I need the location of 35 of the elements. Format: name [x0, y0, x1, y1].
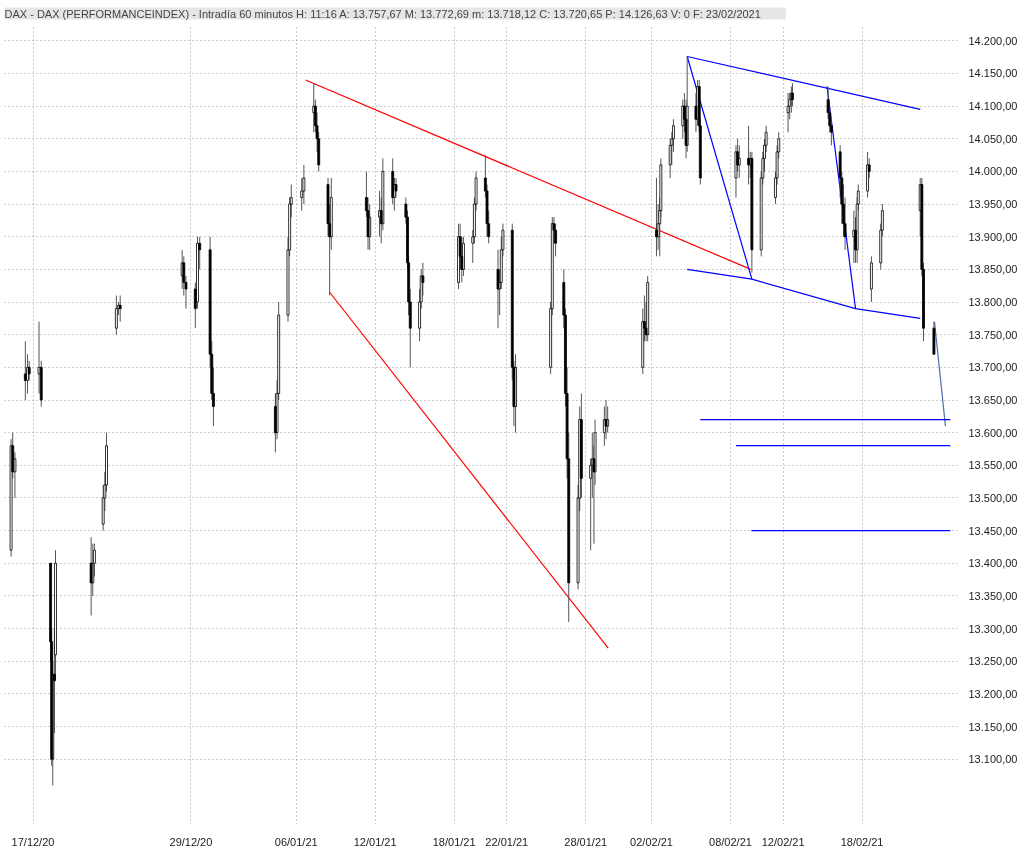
y-tick-label: 14.050,00 [968, 132, 1018, 145]
y-tick-label: 13.800,00 [968, 296, 1018, 309]
x-tick-label: 08/02/21 [709, 835, 752, 848]
y-tick-label: 13.700,00 [968, 361, 1018, 374]
y-tick-label: 13.650,00 [968, 394, 1018, 407]
y-tick-label: 13.150,00 [968, 720, 1018, 733]
x-tick-label: 18/01/21 [432, 835, 476, 848]
y-tick-label: 13.900,00 [968, 230, 1018, 243]
x-tick-label: 18/02/21 [840, 835, 884, 848]
chart-title: DAX - DAX (PERFORMANCEINDEX) - Intradía 60 minutos H: 11:16 A: 13.757,67 M: 13.772,69 m: 13.718,12 C: 13.720,65 P: 14.126,63 V: 0 F: 23/02/2021 [4, 7, 761, 20]
y-tick-label: 14.100,00 [968, 100, 1018, 113]
y-tick-label: 14.000,00 [968, 165, 1018, 178]
y-tick-label: 13.550,00 [968, 459, 1018, 472]
y-tick-label: 13.850,00 [968, 263, 1018, 276]
y-tick-label: 13.300,00 [968, 622, 1018, 635]
x-tick-label: 12/02/21 [761, 835, 805, 848]
y-tick-label: 13.750,00 [968, 328, 1018, 341]
y-tick-label: 13.200,00 [968, 687, 1018, 700]
y-tick-label: 14.150,00 [968, 67, 1018, 80]
x-tick-label: 28/01/21 [564, 835, 608, 848]
y-tick-label: 13.400,00 [968, 557, 1018, 570]
y-tick-label: 13.450,00 [968, 524, 1018, 537]
y-tick-label: 13.600,00 [968, 426, 1018, 439]
x-tick-label: 17/12/20 [11, 835, 55, 848]
y-tick-label: 14.200,00 [968, 34, 1018, 47]
y-tick-label: 13.950,00 [968, 198, 1018, 211]
x-tick-label: 22/01/21 [485, 835, 529, 848]
y-tick-label: 13.250,00 [968, 655, 1018, 668]
y-tick-label: 13.500,00 [968, 491, 1018, 504]
x-tick-label: 02/02/21 [630, 835, 673, 848]
y-tick-label: 13.100,00 [968, 753, 1018, 766]
x-tick-label: 12/01/21 [353, 835, 397, 848]
x-tick-label: 06/01/21 [274, 835, 318, 848]
y-tick-label: 13.350,00 [968, 589, 1018, 602]
x-tick-label: 29/12/20 [169, 835, 213, 848]
